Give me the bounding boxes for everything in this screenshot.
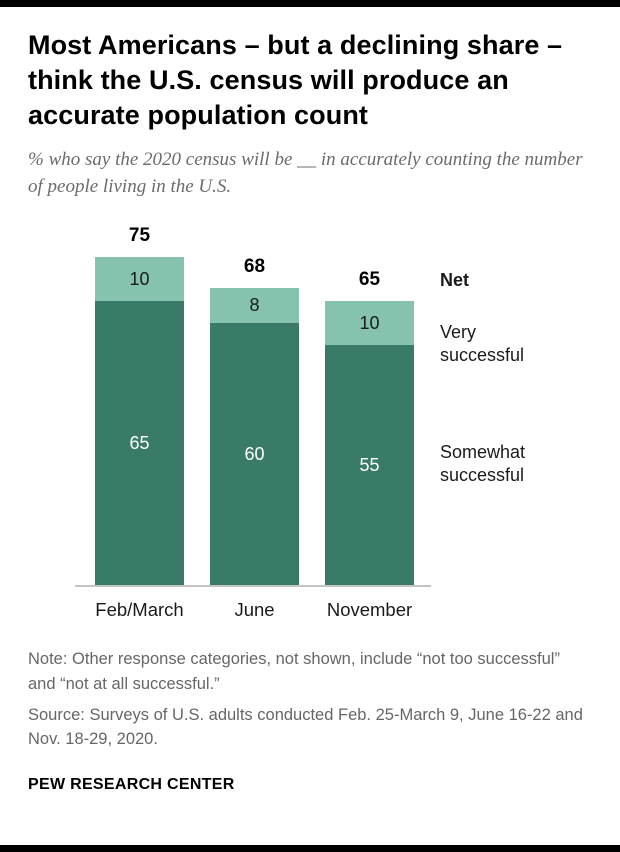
bar-november: 10 55 <box>325 301 414 586</box>
note-text: Note: Other response categories, not sho… <box>28 650 560 693</box>
x-axis-line <box>75 585 431 588</box>
legend-label-very-successful: Very successful <box>440 321 525 365</box>
net-value-label: 68 <box>243 256 266 278</box>
bar-june: 8 60 <box>210 288 299 586</box>
x-axis-label: November <box>326 599 413 621</box>
net-value-label: 65 <box>358 269 381 291</box>
x-axis-label: June <box>234 599 275 621</box>
bar-segment-very-successful: 8 <box>210 288 299 323</box>
x-axis-label: Feb/March <box>95 599 184 621</box>
bar-segment-very-successful: 10 <box>325 301 414 345</box>
bar-segment-somewhat-successful: 60 <box>210 323 299 586</box>
bar-feb-march: 10 65 <box>95 257 184 586</box>
net-side-label: Net <box>440 270 470 291</box>
bar-segment-very-successful: 10 <box>95 257 184 302</box>
bar-segment-somewhat-successful: 55 <box>325 344 414 586</box>
legend-label-somewhat-successful: Somewhat successful <box>440 442 526 486</box>
bar-segment-somewhat-successful: 65 <box>95 301 184 586</box>
source-text: Source: Surveys of U.S. adults conducted… <box>28 705 583 749</box>
pew-research-center-wordmark: PEW RESEARCH CENTER <box>28 776 235 794</box>
chart-title: Most Americans – but a declining share –… <box>28 30 563 131</box>
chart-area: 75 10 65 Feb/March 68 8 60 June 65 10 55 November Ne… <box>28 219 592 631</box>
page-content: Most Americans – but a declining share –… <box>28 30 592 794</box>
chart-subtitle: % who say the 2020 census will be __ in … <box>28 149 583 198</box>
top-border-bar <box>0 0 620 7</box>
net-value-label: 75 <box>128 225 151 247</box>
bottom-border-bar <box>0 845 620 852</box>
